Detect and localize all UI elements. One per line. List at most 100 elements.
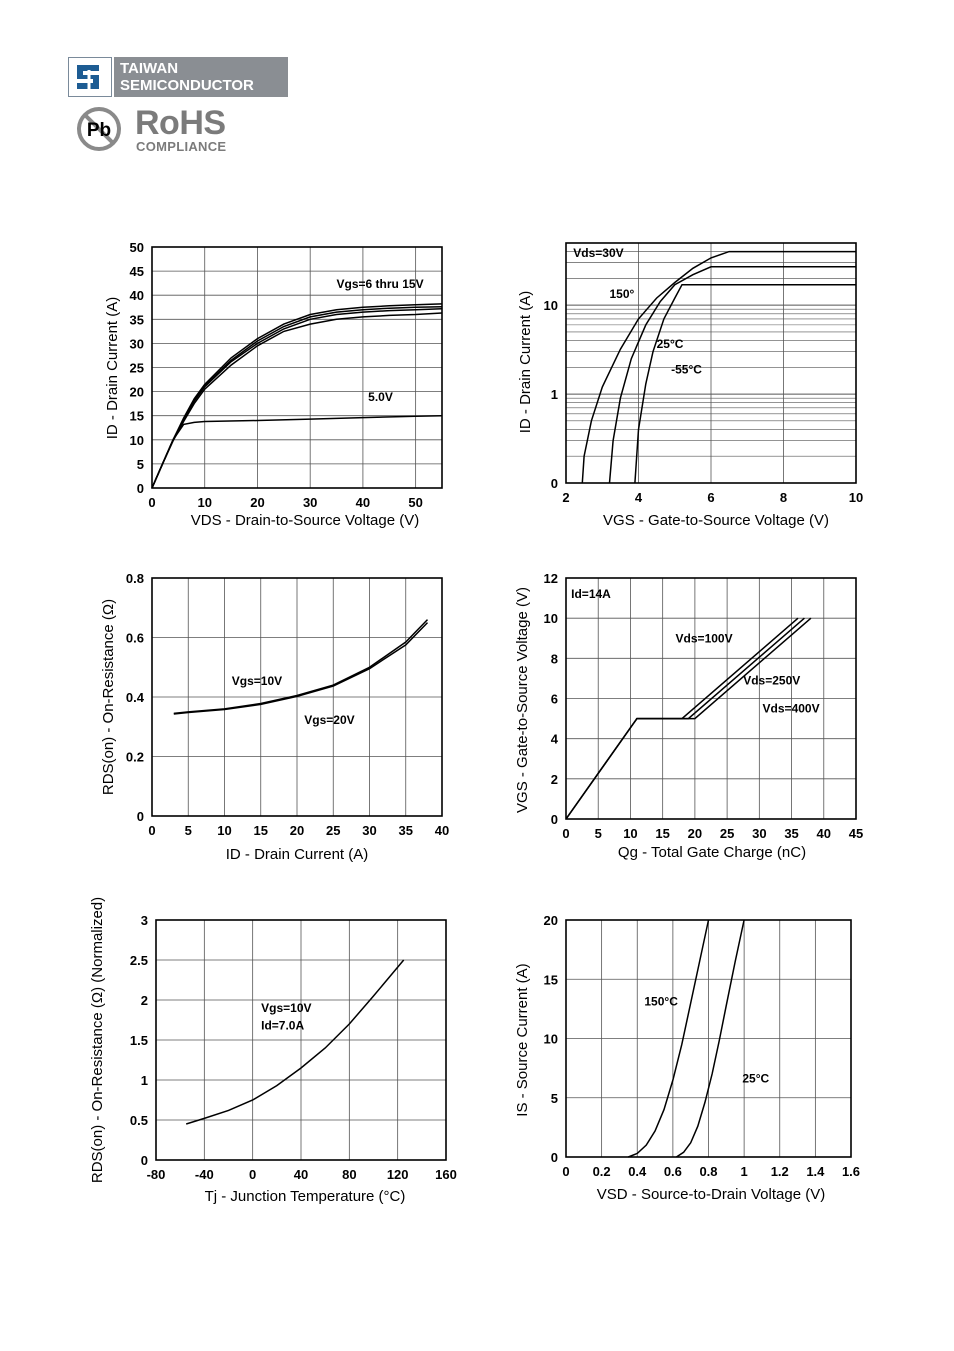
body-diode-x-tick-label: 0: [562, 1164, 569, 1179]
on-resistance-vs-current-x-axis-label: ID - Drain Current (A): [226, 846, 369, 863]
on-resistance-vs-current-x-tick-label: 5: [185, 823, 192, 838]
on-resistance-vs-temperature-annotation: Id=7.0A: [261, 1019, 304, 1033]
body-diode-x-tick-label: 0.4: [628, 1164, 647, 1179]
gate-charge-y-tick-label: 10: [544, 611, 558, 626]
on-resistance-vs-current-x-tick-label: 0: [148, 823, 155, 838]
on-resistance-vs-temperature-y-axis-label: RDS(on) - On-Resistance (Ω) (Normalized): [89, 897, 106, 1183]
body-diode-annotation: 150°C: [644, 994, 678, 1008]
body-diode-series-line: [628, 919, 710, 1158]
transfer-characteristics-x-tick-label: 2: [562, 490, 569, 505]
brand-name: TAIWAN SEMICONDUCTOR: [114, 57, 288, 97]
on-resistance-vs-temperature-x-axis-label: Tj - Junction Temperature (°C): [205, 1188, 406, 1205]
output-characteristics-y-tick-label: 35: [130, 312, 144, 327]
output-characteristics-x-tick-label: 30: [303, 495, 317, 510]
on-resistance-vs-current-x-tick-label: 25: [326, 823, 340, 838]
on-resistance-vs-current-y-tick-label: 0: [137, 809, 144, 824]
transfer-characteristics-x-tick-label: 6: [707, 490, 714, 505]
on-resistance-vs-temperature-plot-frame: [155, 919, 447, 1161]
body-diode-x-tick-label: 0.2: [593, 1164, 611, 1179]
body-diode-x-axis-label: VSD - Source-to-Drain Voltage (V): [597, 1186, 825, 1203]
transfer-characteristics-x-tick-label: 10: [849, 490, 863, 505]
on-resistance-vs-temperature-y-tick-label: 1: [141, 1073, 148, 1088]
output-characteristics-x-tick-label: 0: [148, 495, 155, 510]
on-resistance-vs-current-x-tick-label: 30: [362, 823, 376, 838]
transfer-characteristics-annotation: 25°C: [657, 337, 684, 351]
gate-charge-x-tick-label: 0: [562, 826, 569, 841]
output-characteristics-plot-frame: [151, 246, 443, 489]
transfer-characteristics-x-tick-label: 4: [635, 490, 643, 505]
on-resistance-vs-temperature-y-tick-label: 0: [141, 1153, 148, 1168]
on-resistance-vs-temperature-y-tick-label: 0.5: [130, 1113, 148, 1128]
transfer-characteristics-y-tick-label: 1: [551, 387, 558, 402]
transfer-characteristics-series-line: [581, 250, 856, 484]
ts-logo-icon: [68, 57, 112, 97]
output-characteristics-x-axis-label: VDS - Drain-to-Source Voltage (V): [191, 512, 419, 529]
output-characteristics-annotation: 5.0V: [368, 390, 393, 404]
on-resistance-vs-current-y-tick-label: 0.6: [126, 631, 144, 646]
output-characteristics-y-tick-label: 5: [137, 457, 144, 472]
body-diode-y-tick-label: 0: [551, 1150, 558, 1165]
pb-label: Pb: [87, 120, 111, 141]
on-resistance-vs-current-x-tick-label: 20: [290, 823, 304, 838]
body-diode-x-tick-label: 0.8: [699, 1164, 717, 1179]
gate-charge-x-tick-label: 15: [655, 826, 669, 841]
transfer-characteristics-series-line: [608, 266, 856, 484]
on-resistance-vs-temperature-series-line: [185, 959, 405, 1125]
body-diode-y-tick-label: 5: [551, 1091, 558, 1106]
body-diode-x-tick-label: 1.6: [842, 1164, 860, 1179]
output-characteristics-y-tick-label: 40: [130, 288, 144, 303]
gate-charge-annotation: Vds=250V: [743, 673, 800, 687]
transfer-characteristics-x-axis-label: VGS - Gate-to-Source Voltage (V): [603, 512, 829, 529]
gate-charge-y-axis-label: VGS - Gate-to-Source Voltage (V): [514, 587, 531, 813]
gate-charge-annotation: Id=14A: [571, 587, 611, 601]
gate-charge-x-tick-label: 40: [817, 826, 831, 841]
gate-charge-y-tick-label: 12: [544, 571, 558, 586]
output-characteristics-y-tick-label: 45: [130, 264, 144, 279]
output-characteristics-y-tick-label: 0: [137, 481, 144, 496]
brand-line-1: TAIWAN: [120, 60, 179, 77]
body-diode-y-tick-label: 20: [544, 913, 558, 928]
gate-charge-y-tick-label: 4: [551, 732, 559, 747]
body-diode-series-line: [675, 919, 745, 1158]
output-characteristics-y-tick-label: 10: [130, 433, 144, 448]
output-characteristics-x-tick-label: 20: [250, 495, 264, 510]
output-characteristics-annotation: Vgs=6 thru 15V: [337, 277, 424, 291]
gate-charge-y-tick-label: 8: [551, 651, 558, 666]
body-diode-x-tick-label: 1.4: [806, 1164, 825, 1179]
output-characteristics-y-tick-label: 15: [130, 409, 144, 424]
rohs-title: RoHS: [135, 104, 226, 142]
on-resistance-vs-temperature-x-tick-label: 0: [249, 1167, 256, 1182]
output-characteristics-series-line: [151, 414, 443, 489]
gate-charge-x-tick-label: 45: [849, 826, 863, 841]
transfer-characteristics-series-line: [634, 283, 856, 484]
output-characteristics-x-tick-label: 50: [408, 495, 422, 510]
gate-charge-x-tick-label: 25: [720, 826, 734, 841]
gate-charge-x-tick-label: 5: [595, 826, 602, 841]
on-resistance-vs-temperature-x-tick-label: 80: [342, 1167, 356, 1182]
gate-charge-x-tick-label: 35: [784, 826, 798, 841]
gate-charge-x-tick-label: 20: [688, 826, 702, 841]
output-characteristics-y-tick-label: 25: [130, 361, 144, 376]
on-resistance-vs-temperature-x-tick-label: -40: [195, 1167, 214, 1182]
body-diode-x-tick-label: 1: [741, 1164, 748, 1179]
output-characteristics-x-tick-label: 10: [197, 495, 211, 510]
gate-charge-plot-frame: [565, 577, 857, 820]
on-resistance-vs-temperature-x-tick-label: 40: [294, 1167, 308, 1182]
output-characteristics-x-tick-label: 40: [356, 495, 370, 510]
transfer-characteristics-x-tick-label: 8: [780, 490, 787, 505]
rohs-subtitle: COMPLIANCE: [136, 139, 227, 154]
gate-charge-x-tick-label: 10: [623, 826, 637, 841]
transfer-characteristics-y-axis-label: ID - Drain Current (A): [517, 291, 534, 434]
output-characteristics-y-tick-label: 20: [130, 385, 144, 400]
on-resistance-vs-current-x-tick-label: 35: [399, 823, 413, 838]
on-resistance-vs-temperature-y-tick-label: 1.5: [130, 1033, 148, 1048]
gate-charge-y-tick-label: 2: [551, 772, 558, 787]
on-resistance-vs-current-x-tick-label: 15: [254, 823, 268, 838]
on-resistance-vs-current-x-tick-label: 10: [217, 823, 231, 838]
transfer-characteristics-plot-frame: [565, 242, 857, 484]
on-resistance-vs-temperature-annotation: Vgs=10V: [261, 1001, 311, 1015]
output-characteristics-y-tick-label: 50: [130, 240, 144, 255]
output-characteristics-series-line: [151, 306, 443, 489]
body-diode-y-tick-label: 15: [544, 972, 558, 987]
